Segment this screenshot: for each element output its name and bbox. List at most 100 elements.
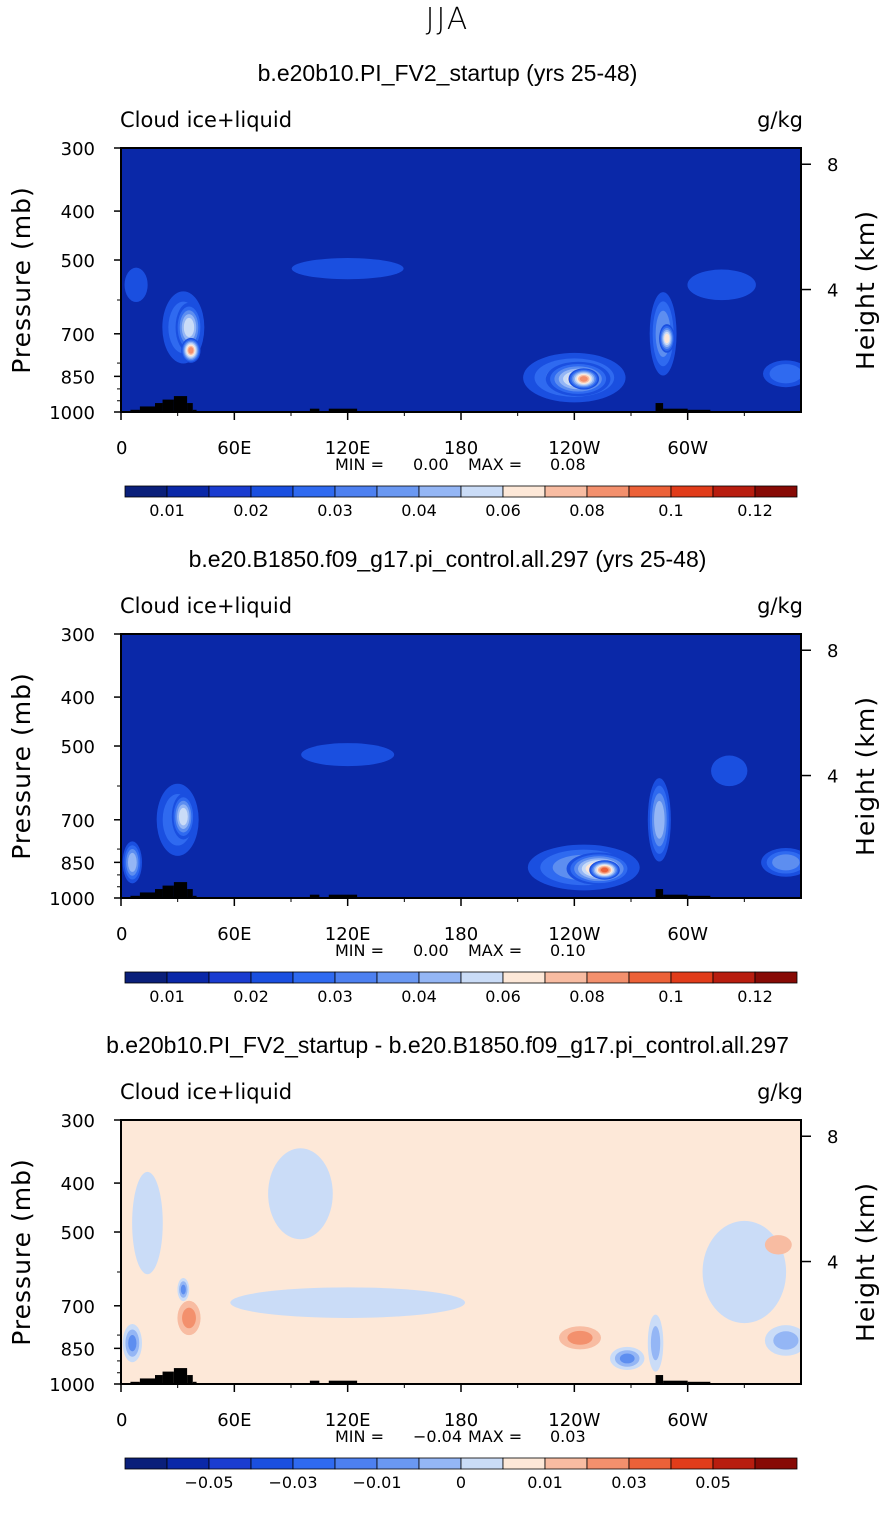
colorbar-label: 0.06 bbox=[485, 987, 521, 1006]
contour-region bbox=[182, 1307, 196, 1329]
contour-region bbox=[230, 1287, 465, 1318]
y-tick-label: 300 bbox=[61, 139, 95, 160]
colorbar-box bbox=[166, 485, 210, 498]
units-label: g/kg bbox=[757, 108, 803, 132]
variable-label: Cloud ice+liquid bbox=[120, 108, 292, 132]
min-value: 0.00 bbox=[413, 455, 449, 474]
colorbar-box bbox=[250, 1457, 294, 1470]
x-tick-label: 0 bbox=[116, 1410, 127, 1431]
colorbar-box bbox=[502, 485, 546, 498]
topography-block bbox=[192, 895, 197, 898]
max-label: MAX = bbox=[468, 941, 522, 960]
x-tick-label: 0 bbox=[116, 924, 127, 945]
y-tick-label: 700 bbox=[61, 811, 95, 832]
colorbar-box bbox=[670, 485, 714, 498]
colorbar-box bbox=[376, 485, 420, 498]
topography-block bbox=[192, 409, 197, 412]
x-tick-label: 120W bbox=[548, 438, 600, 459]
y-tick-label: 1000 bbox=[49, 1375, 95, 1396]
colorbar-box bbox=[544, 971, 588, 984]
plot-background bbox=[121, 148, 801, 412]
max-label: MAX = bbox=[468, 455, 522, 474]
colorbar-label: 0 bbox=[456, 1473, 466, 1492]
topography-block bbox=[162, 885, 174, 898]
contour-region bbox=[773, 1331, 799, 1350]
topography-block bbox=[192, 1381, 197, 1384]
contour-region bbox=[619, 1353, 635, 1364]
contour-plot-3: Cloud ice+liquid g/kg30040050070085010008… bbox=[7, 1080, 880, 1492]
topography-block bbox=[655, 889, 664, 898]
topography-block bbox=[663, 1380, 688, 1384]
colorbar-label: 0.03 bbox=[317, 987, 353, 1006]
colorbar-label: 0.04 bbox=[401, 501, 437, 520]
colorbar-box bbox=[418, 485, 462, 498]
panel-title: b.e20b10.PI_FV2_startup (yrs 25-48) bbox=[257, 60, 638, 86]
min-value: 0.00 bbox=[413, 941, 449, 960]
y-tick-label: 400 bbox=[61, 1174, 95, 1195]
topography-block bbox=[309, 408, 320, 412]
topography-block bbox=[173, 882, 188, 898]
y-tick-label: 300 bbox=[61, 625, 95, 646]
x-tick-label: 120W bbox=[548, 1410, 600, 1431]
colorbar-label: 0.03 bbox=[611, 1473, 647, 1492]
y-right-axis-title: Height (km) bbox=[851, 1182, 880, 1342]
main-title: JJA bbox=[425, 2, 470, 37]
topography-block bbox=[187, 403, 193, 412]
colorbar-box bbox=[628, 1457, 672, 1470]
colorbar-box bbox=[376, 971, 420, 984]
topography-block bbox=[328, 894, 358, 898]
max-label: MAX = bbox=[468, 1427, 522, 1446]
colorbar-box bbox=[586, 1457, 630, 1470]
topography-block bbox=[173, 1368, 188, 1384]
topography-block bbox=[187, 889, 193, 898]
colorbar-label: 0.1 bbox=[658, 987, 683, 1006]
y-axis-title: Pressure (mb) bbox=[7, 672, 36, 859]
max-value: 0.08 bbox=[550, 455, 586, 474]
colorbar-label: −0.05 bbox=[184, 1473, 233, 1492]
y-tick-label: 500 bbox=[61, 1223, 95, 1244]
colorbar-label: 0.05 bbox=[695, 1473, 731, 1492]
colorbar-box bbox=[208, 1457, 252, 1470]
colorbar-box bbox=[586, 971, 630, 984]
contour-region bbox=[183, 317, 195, 337]
contour-region bbox=[772, 854, 800, 871]
colorbar-box bbox=[250, 971, 294, 984]
y-axis-title: Pressure (mb) bbox=[7, 186, 36, 373]
contour-region bbox=[711, 755, 748, 787]
x-tick-label: 60W bbox=[667, 438, 708, 459]
y-tick-label: 500 bbox=[61, 737, 95, 758]
topography-block bbox=[309, 894, 320, 898]
topography-block bbox=[130, 1381, 140, 1384]
panel-2: b.e20.B1850.f09_g17.pi_control.all.297 (… bbox=[0, 546, 895, 1032]
right-tick-label: 8 bbox=[827, 155, 838, 176]
colorbar-box bbox=[628, 485, 672, 498]
y-tick-label: 500 bbox=[61, 251, 95, 272]
contour-region bbox=[301, 743, 395, 767]
contour-region bbox=[567, 1330, 593, 1345]
colorbar-label: 0.01 bbox=[149, 987, 185, 1006]
topography-block bbox=[187, 1375, 193, 1384]
colorbar-label: 0.08 bbox=[569, 987, 605, 1006]
colorbar-label: 0.04 bbox=[401, 987, 437, 1006]
topography-block bbox=[687, 409, 711, 412]
topography-block bbox=[139, 406, 155, 412]
topography-block bbox=[130, 895, 140, 898]
y-right-axis-title: Height (km) bbox=[851, 696, 880, 856]
x-tick-label: 120E bbox=[325, 438, 371, 459]
colorbar-label: 0.01 bbox=[149, 501, 185, 520]
colorbar-box bbox=[670, 971, 714, 984]
colorbar-box bbox=[460, 485, 504, 498]
panel-3: b.e20b10.PI_FV2_startup - b.e20.B1850.f0… bbox=[0, 1032, 895, 1518]
contour-region bbox=[127, 852, 137, 872]
y-tick-label: 850 bbox=[61, 367, 95, 388]
colorbar-label: 0.1 bbox=[658, 501, 683, 520]
topography-block bbox=[162, 399, 174, 412]
topography-block bbox=[173, 396, 188, 412]
topography-block bbox=[309, 1380, 320, 1384]
y-tick-label: 1000 bbox=[49, 889, 95, 910]
units-label: g/kg bbox=[757, 594, 803, 618]
x-tick-label: 0 bbox=[116, 438, 127, 459]
colorbar-box bbox=[544, 1457, 588, 1470]
min-label: MIN = bbox=[335, 941, 384, 960]
contour-region bbox=[268, 1148, 333, 1240]
